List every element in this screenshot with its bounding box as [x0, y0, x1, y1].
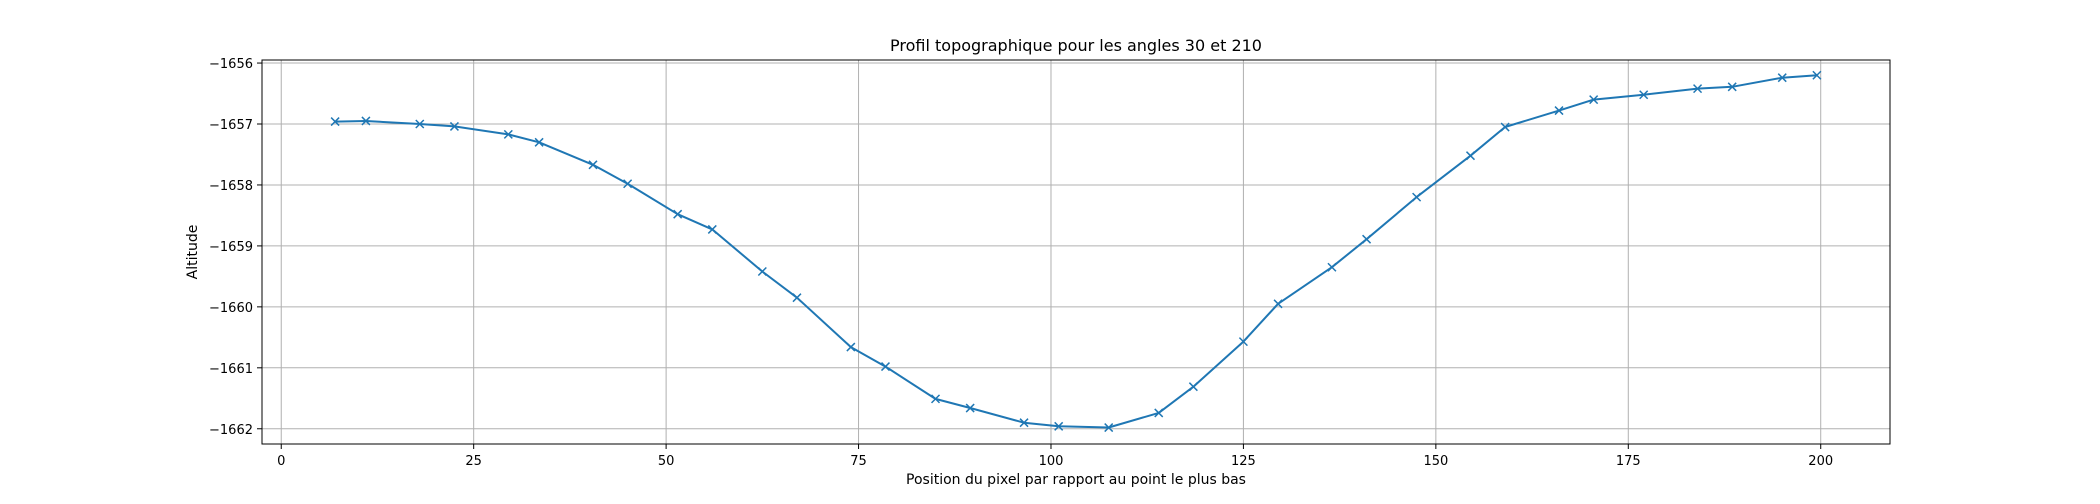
x-axis-label: Position du pixel par rapport au point l…	[906, 472, 1246, 488]
data-point-marker	[1727, 82, 1737, 92]
series-layer	[330, 70, 1822, 433]
data-point-marker	[846, 342, 856, 352]
x-tick-label: 0	[277, 454, 285, 469]
x-tick-label: 75	[850, 454, 867, 469]
x-axis-ticks: 0 25 50 75 100 125 150 175 200	[277, 444, 1833, 469]
y-tick-label: −1659	[209, 240, 253, 255]
data-point-marker	[361, 116, 371, 126]
data-point-marker	[623, 179, 633, 189]
y-tick-label: −1661	[209, 362, 253, 377]
y-tick-label: −1660	[209, 301, 253, 316]
data-point-marker	[1019, 418, 1029, 428]
data-point-marker	[503, 129, 513, 139]
data-point-marker	[1639, 90, 1649, 100]
y-tick-label: −1658	[209, 179, 253, 194]
data-point-marker	[1154, 408, 1164, 418]
data-point-marker	[534, 137, 544, 147]
data-point-marker	[588, 160, 598, 170]
x-tick-label: 175	[1616, 454, 1641, 469]
data-point-marker	[1500, 122, 1510, 132]
y-axis-ticks: −1656 −1657 −1658 −1659 −1660 −1661 −1662	[209, 57, 262, 438]
data-point-marker	[449, 121, 459, 131]
data-point-marker	[1104, 423, 1114, 433]
y-tick-label: −1657	[209, 118, 253, 133]
y-tick-label: −1656	[209, 57, 253, 72]
data-point-marker	[1238, 337, 1248, 347]
data-point-marker	[330, 117, 340, 127]
x-tick-label: 25	[465, 454, 482, 469]
data-point-marker	[1362, 234, 1372, 244]
data-point-marker	[673, 209, 683, 219]
x-tick-label: 100	[1039, 454, 1064, 469]
y-tick-label: −1662	[209, 423, 253, 438]
plot-frame	[261, 59, 1891, 445]
data-point-marker	[1465, 151, 1476, 161]
data-point-marker	[1554, 106, 1564, 116]
data-point-marker	[757, 266, 767, 277]
x-tick-label: 200	[1808, 454, 1833, 469]
data-point-marker	[1589, 95, 1599, 105]
data-point-marker	[1054, 421, 1064, 431]
x-tick-label: 50	[658, 454, 675, 469]
data-point-marker	[1327, 262, 1337, 272]
chart-title: Profil topographique pour les angles 30 …	[890, 36, 1262, 55]
data-point-marker	[1188, 382, 1198, 392]
data-point-marker	[965, 403, 975, 413]
data-point-marker	[880, 362, 891, 372]
data-point-marker	[1273, 299, 1283, 309]
data-point-marker	[707, 224, 717, 234]
data-point-marker	[1412, 192, 1422, 202]
x-tick-label: 125	[1231, 454, 1256, 469]
data-point-marker	[1777, 73, 1787, 83]
x-tick-label: 150	[1423, 454, 1448, 469]
grid	[262, 60, 1890, 444]
data-point-marker	[792, 293, 802, 303]
data-point-marker	[1812, 70, 1822, 80]
y-axis-label: Altitude	[185, 225, 201, 280]
data-point-marker	[1693, 84, 1703, 94]
data-point-marker	[415, 119, 425, 129]
data-point-marker	[930, 394, 941, 404]
